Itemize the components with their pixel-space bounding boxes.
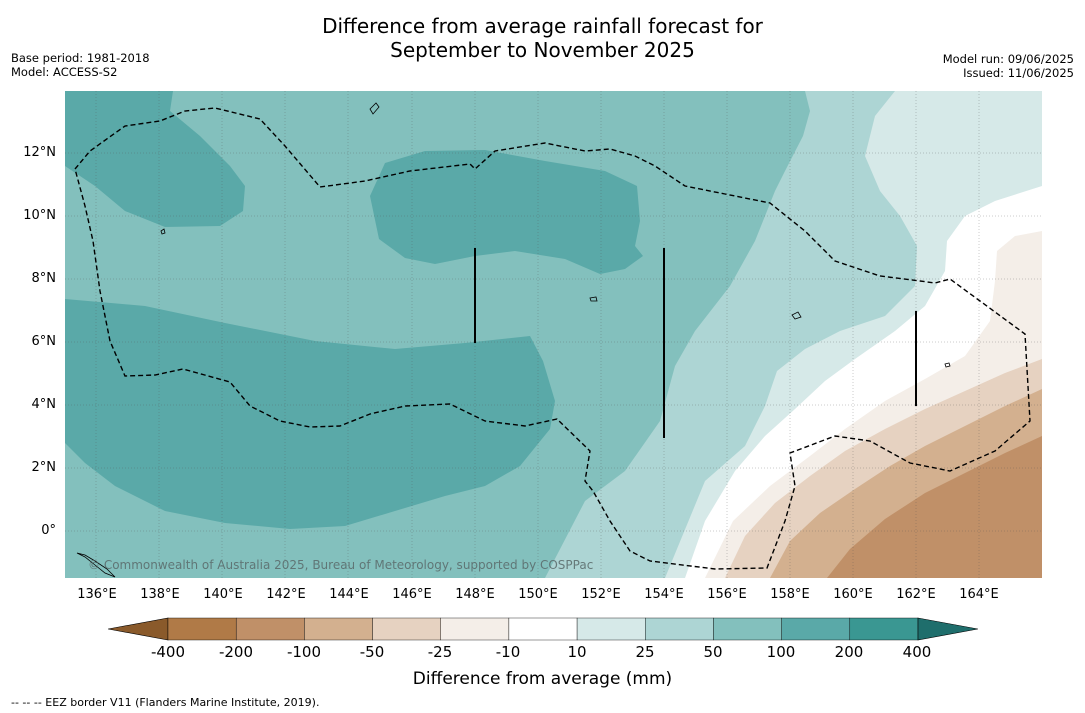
colorbar-tick: 50 <box>703 643 723 661</box>
lon-label: 142°E <box>266 587 306 602</box>
colorbar-tick: 200 <box>834 643 864 661</box>
issued-date: Issued: 11/06/2025 <box>963 66 1074 80</box>
grid-lines <box>65 91 1042 578</box>
colorbar-tick: 25 <box>635 643 655 661</box>
colorbar-segment <box>713 617 782 641</box>
lon-label: 158°E <box>770 587 810 602</box>
colorbar-tick: 400 <box>902 643 932 661</box>
lon-label: 146°E <box>392 587 432 602</box>
lon-label: 162°E <box>896 587 936 602</box>
colorbar-tick: 100 <box>766 643 796 661</box>
island-north <box>369 102 380 115</box>
map-title: Difference from average rainfall forecas… <box>0 14 1085 62</box>
title-line-2: September to November 2025 <box>390 38 695 62</box>
lon-label: 138°E <box>140 587 180 602</box>
lat-label: 6°N <box>31 334 57 349</box>
lon-label: 154°E <box>644 587 684 602</box>
lat-label: 10°N <box>23 208 56 223</box>
wet-region-south <box>65 299 555 529</box>
lon-label: 140°E <box>203 587 243 602</box>
eez-footnote: -- -- -- EEZ border V11 (Flanders Marine… <box>11 696 320 709</box>
colorbar-segment <box>372 617 441 641</box>
colorbar-tick: 10 <box>567 643 587 661</box>
black-boundary-lines <box>474 248 917 438</box>
lon-label: 148°E <box>455 587 495 602</box>
wet-region-north-central <box>370 150 643 274</box>
model-name: Model: ACCESS-S2 <box>11 65 118 79</box>
model-run-date: Model run: 09/06/2025 <box>942 52 1074 66</box>
lat-label: 2°N <box>31 460 57 475</box>
wet-region-nw <box>65 91 245 227</box>
island-west <box>160 228 166 235</box>
colorbar-tick: -25 <box>427 643 453 661</box>
run-info: Model run: 09/06/2025 Issued: 11/06/2025 <box>943 52 1074 80</box>
island-small-a <box>589 296 598 302</box>
colorbar-title: Difference from average (mm) <box>412 669 673 689</box>
island-east <box>791 311 802 320</box>
colorbar-segment <box>440 617 510 641</box>
lon-label: 152°E <box>581 587 621 602</box>
colorbar <box>108 617 978 641</box>
colorbar-arrow-low <box>108 617 169 641</box>
eez-border <box>74 107 1031 570</box>
colorbar-segment <box>304 617 373 641</box>
colorbar-tick: -100 <box>286 643 322 661</box>
lat-label: 12°N <box>23 145 56 160</box>
copyright-notice: © Commonwealth of Australia 2025, Bureau… <box>88 558 594 572</box>
lon-label: 164°E <box>959 587 999 602</box>
island-southwest <box>76 552 116 578</box>
lon-label: 144°E <box>329 587 369 602</box>
colorbar-tick: -200 <box>218 643 254 661</box>
colorbar-segment <box>645 617 714 641</box>
colorbar-tick: -10 <box>495 643 521 661</box>
colorbar-segment <box>508 617 578 641</box>
lon-label: 150°E <box>518 587 558 602</box>
colorbar-segment <box>235 617 305 641</box>
island-small-b <box>944 362 951 368</box>
lat-label: 0° <box>41 523 56 538</box>
lon-label: 136°E <box>77 587 117 602</box>
colorbar-segment <box>781 617 851 641</box>
shading-regions <box>65 91 1042 578</box>
base-period: Base period: 1981-2018 <box>11 51 150 65</box>
model-info: Base period: 1981-2018 Model: ACCESS-S2 <box>11 51 150 79</box>
lon-label: 160°E <box>833 587 873 602</box>
colorbar-arrow-high <box>917 617 978 641</box>
lat-label: 4°N <box>31 397 57 412</box>
dry-region-minus100 <box>827 436 1042 578</box>
colorbar-segment <box>167 617 237 641</box>
islands <box>76 102 951 578</box>
rainfall-map <box>65 91 1042 578</box>
title-line-1: Difference from average rainfall forecas… <box>322 14 763 38</box>
lon-label: 156°E <box>707 587 747 602</box>
colorbar-tick: -50 <box>359 643 385 661</box>
colorbar-segment <box>849 617 919 641</box>
colorbar-segment <box>576 617 646 641</box>
lat-label: 8°N <box>31 271 57 286</box>
colorbar-tick: -400 <box>150 643 186 661</box>
